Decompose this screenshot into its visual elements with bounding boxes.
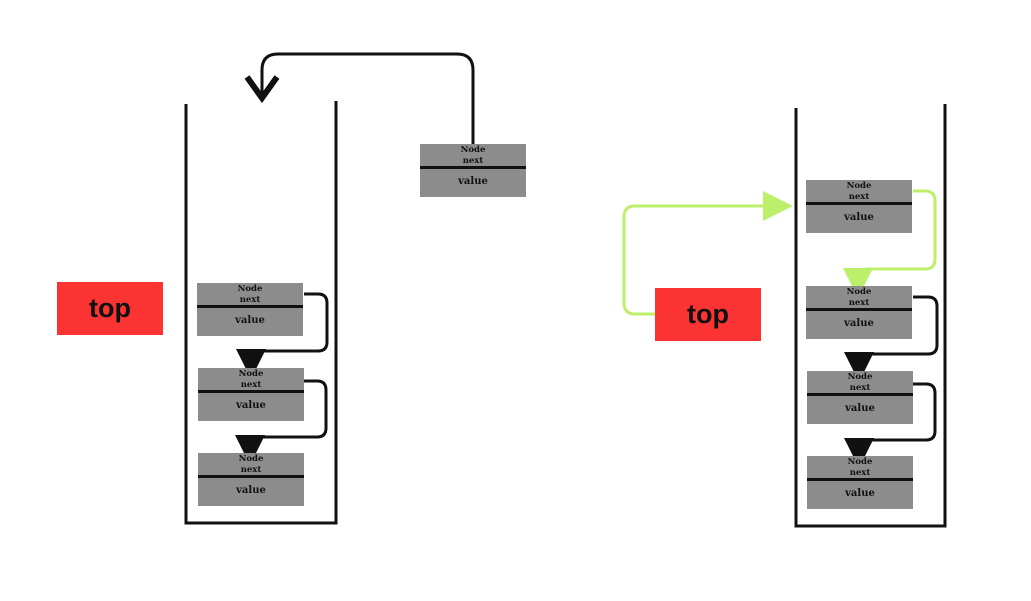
node-value: value — [236, 485, 266, 496]
node-header: Node next — [198, 369, 304, 391]
new-node-next-arrow — [843, 189, 937, 298]
node-title: Node — [238, 369, 264, 379]
right-stack-container — [794, 104, 947, 528]
right-stack-node: Node next value — [806, 180, 912, 233]
node-header: Node next — [197, 284, 303, 306]
right-stack-node: Node next value — [807, 456, 913, 509]
node-divider — [806, 308, 912, 311]
node-divider — [198, 390, 304, 393]
node-title: Node — [847, 372, 873, 382]
node-title: Node — [460, 145, 486, 155]
left-stack-node: Node next value — [197, 283, 303, 336]
node-next: next — [239, 295, 261, 305]
right-top-label: top — [655, 288, 761, 341]
node-title: Node — [846, 287, 872, 297]
node-header: Node next — [806, 181, 912, 203]
node-value: value — [458, 176, 488, 187]
left-stack-node: Node next value — [198, 368, 304, 421]
node-title: Node — [238, 454, 264, 464]
incoming-node: Node next value — [420, 144, 526, 197]
push-arrow — [244, 52, 475, 145]
node-divider — [807, 393, 913, 396]
left-next-arrow-1 — [236, 292, 329, 379]
node-title: Node — [846, 181, 872, 191]
node-next: next — [848, 298, 870, 308]
node-header: Node next — [806, 287, 912, 309]
top-pointer-arrow — [622, 191, 793, 316]
node-value: value — [235, 315, 265, 326]
node-header: Node next — [198, 454, 304, 476]
node-value: value — [236, 400, 266, 411]
node-title: Node — [847, 457, 873, 467]
left-next-arrow-2 — [235, 379, 328, 465]
node-value: value — [844, 318, 874, 329]
right-next-arrow-2 — [844, 382, 937, 468]
node-next: next — [848, 192, 870, 202]
left-stack-container — [184, 101, 338, 525]
node-next: next — [849, 468, 871, 478]
node-header: Node next — [807, 372, 913, 394]
left-stack-node: Node next value — [198, 453, 304, 506]
node-next: next — [240, 380, 262, 390]
node-value: value — [845, 403, 875, 414]
right-stack-node: Node next value — [806, 286, 912, 339]
node-next: next — [849, 383, 871, 393]
node-header: Node next — [420, 145, 526, 167]
node-divider — [807, 478, 913, 481]
node-divider — [806, 202, 912, 205]
right-next-arrow-1 — [844, 295, 939, 382]
node-next: next — [462, 156, 484, 166]
node-divider — [197, 305, 303, 308]
node-value: value — [845, 488, 875, 499]
node-value: value — [844, 212, 874, 223]
node-next: next — [240, 465, 262, 475]
node-divider — [420, 166, 526, 169]
node-header: Node next — [807, 457, 913, 479]
left-top-label: top — [57, 282, 163, 335]
node-divider — [198, 475, 304, 478]
right-stack-node: Node next value — [807, 371, 913, 424]
node-title: Node — [237, 284, 263, 294]
